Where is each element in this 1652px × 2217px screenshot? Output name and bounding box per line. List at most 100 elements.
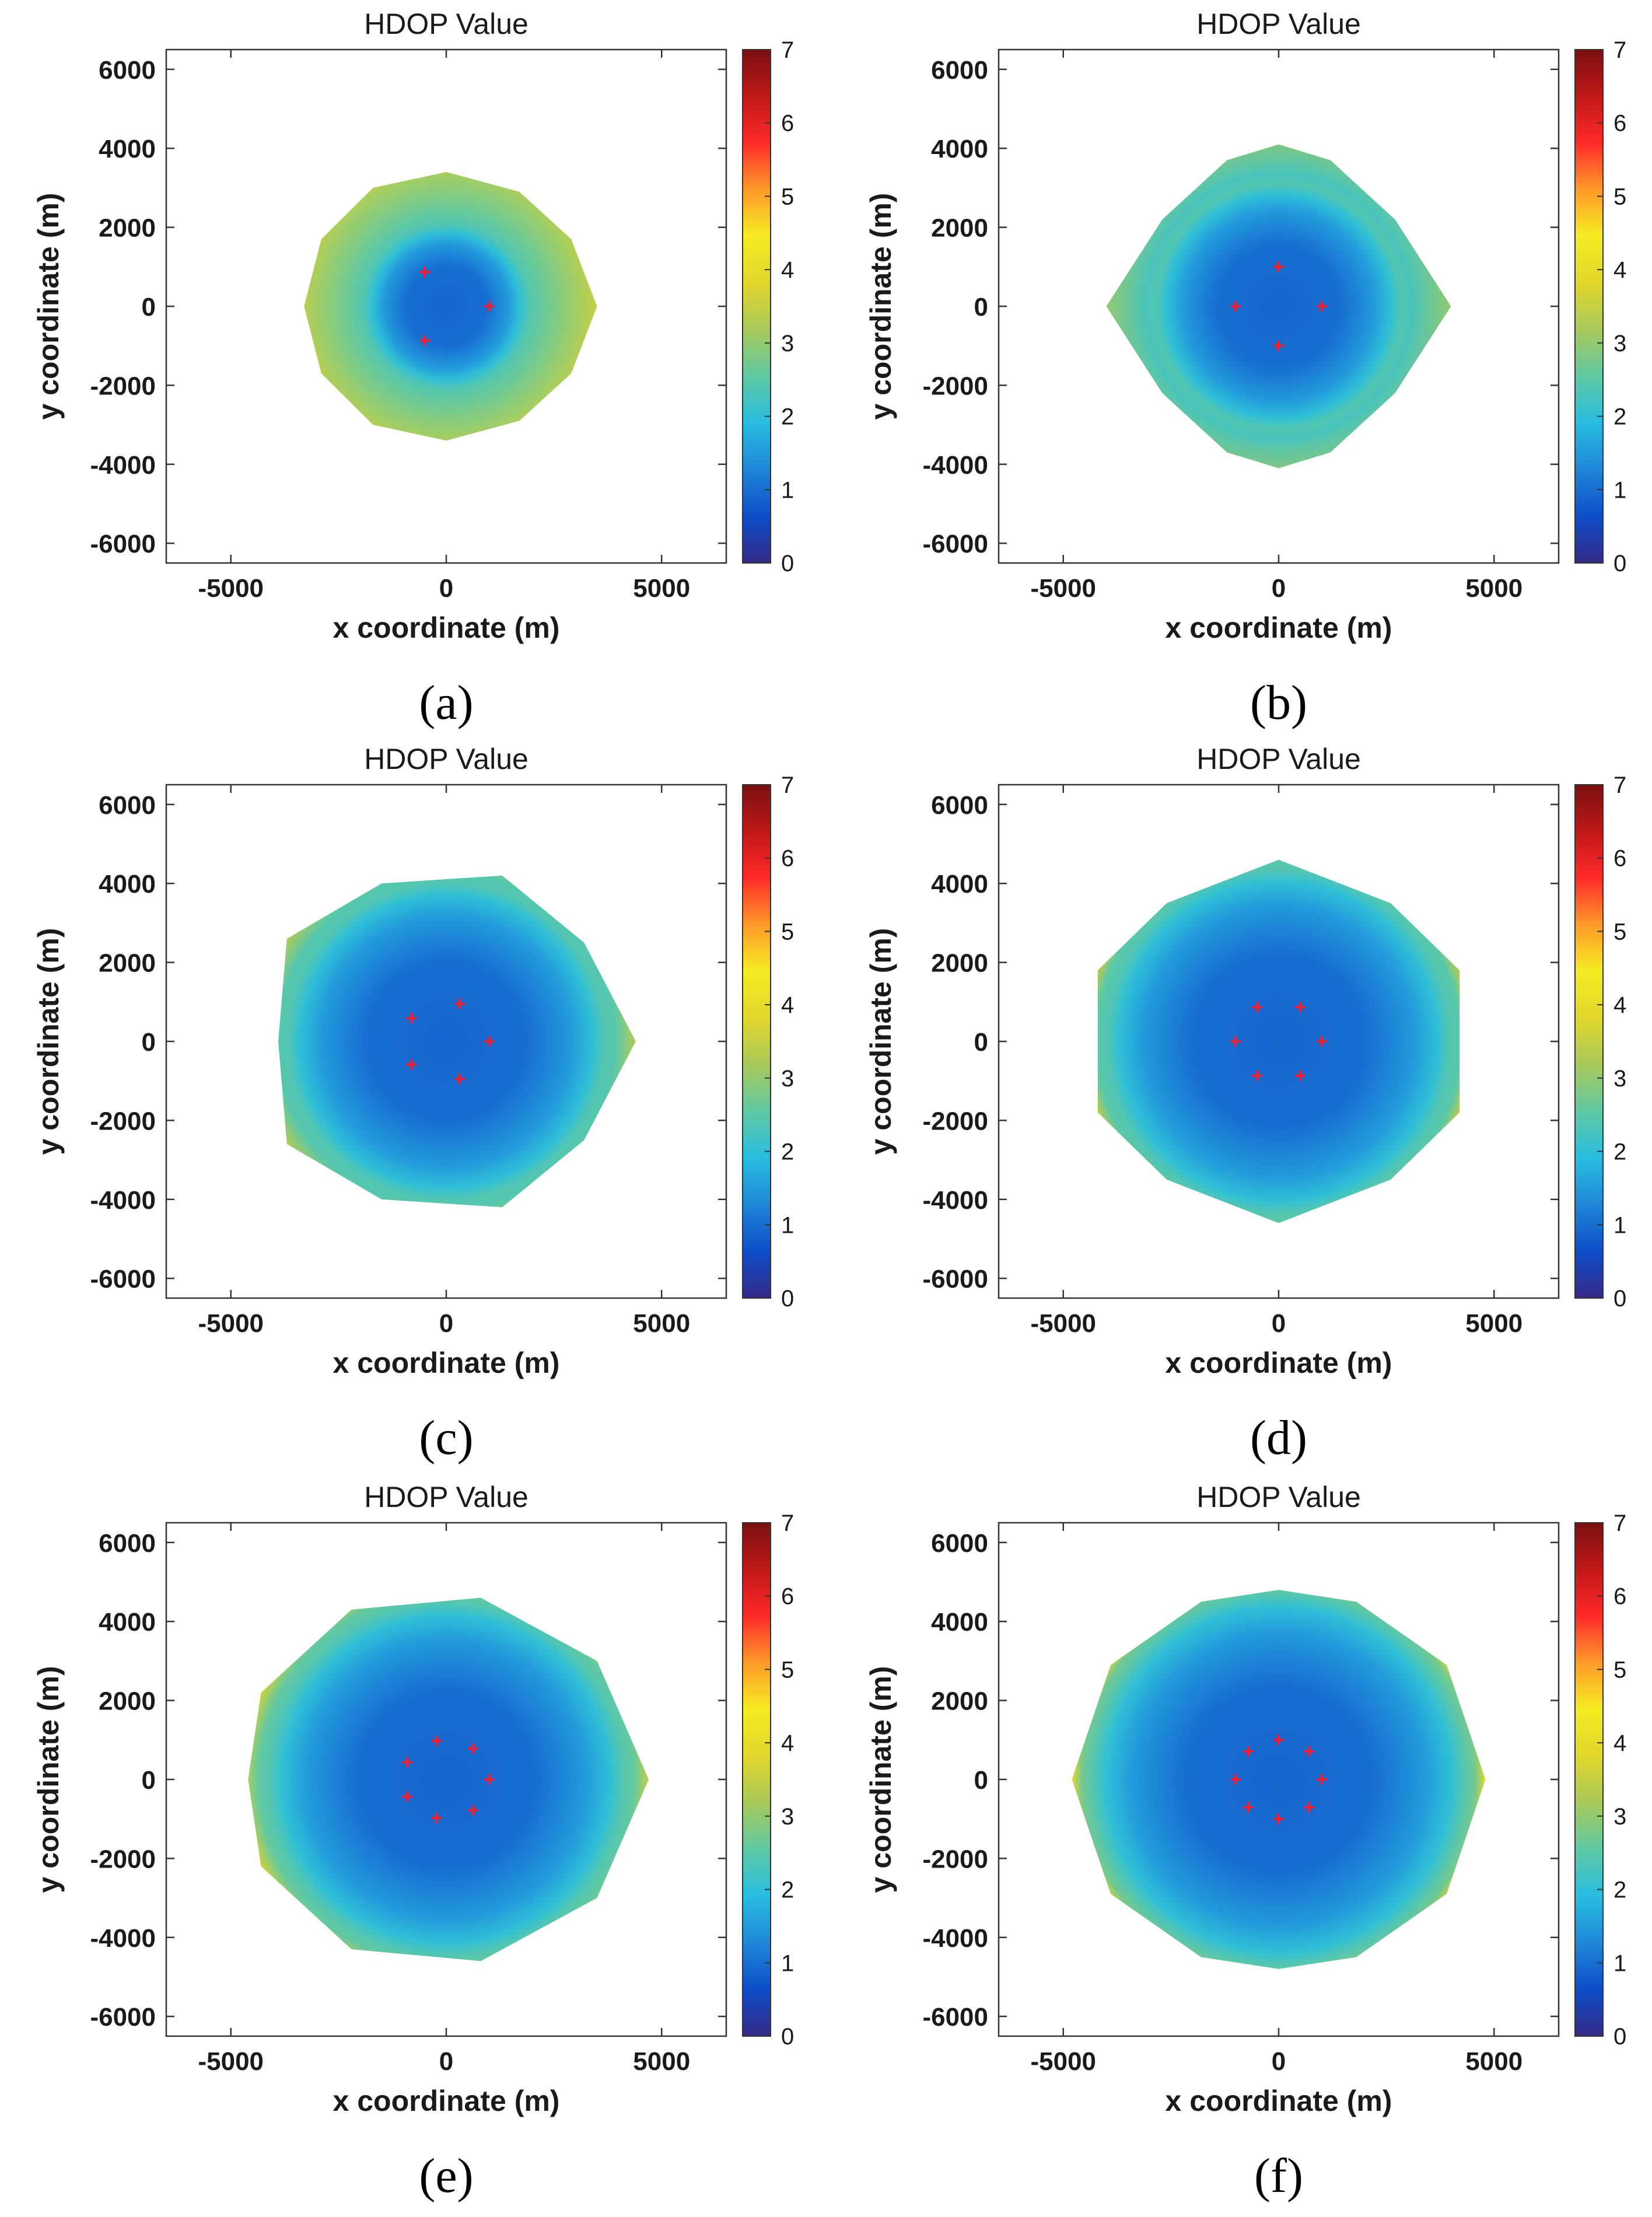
colorbar-tick-label: 2 <box>781 1139 794 1165</box>
anchor-marker <box>468 1805 479 1816</box>
colorbar-tick-label: 2 <box>781 404 794 430</box>
colorbar-tick-label: 1 <box>1614 1950 1626 1976</box>
y-tick-label: -2000 <box>922 1845 988 1873</box>
colorbar-tick-label: 7 <box>781 37 794 63</box>
x-tick-label: 0 <box>1272 574 1286 603</box>
colorbar-tick-label: 2 <box>1614 404 1626 430</box>
y-tick-label: 6000 <box>931 791 988 820</box>
y-tick-label: 0 <box>974 1028 988 1057</box>
colorbar-tick-label: 7 <box>781 1510 794 1536</box>
y-tick-label: 4000 <box>931 1608 988 1636</box>
colorbar-tick-label: 2 <box>781 1877 794 1903</box>
y-tick-label: -6000 <box>90 530 156 558</box>
colorbar-tick-label: 7 <box>781 772 794 798</box>
hdop-panel: HDOP Value -5000 0 5000 -6000 -4000 -2000 0 2000… <box>864 8 1626 730</box>
y-tick-label: -4000 <box>90 451 156 480</box>
y-tick-label: 0 <box>974 1766 988 1795</box>
colorbar-tick-label: 3 <box>781 331 794 356</box>
colorbar-tick-label: 6 <box>1614 111 1626 137</box>
colorbar-tick-label: 7 <box>1614 37 1626 63</box>
colorbar-tick-label: 7 <box>1614 772 1626 798</box>
colorbar-tick-label: 6 <box>1614 846 1626 872</box>
y-tick-label: 4000 <box>99 1608 156 1636</box>
colorbar-tick-label: 5 <box>781 919 794 945</box>
x-tick-label: 5000 <box>1465 574 1522 603</box>
panel-caption: (f) <box>1254 2149 1303 2203</box>
anchor-marker <box>1230 1036 1241 1047</box>
anchor-marker <box>1252 1002 1263 1013</box>
colorbar-tick-label: 2 <box>1614 1139 1626 1165</box>
anchor-marker <box>406 1059 417 1070</box>
y-tick-label: 0 <box>974 293 988 321</box>
panel-caption: (b) <box>1250 676 1307 730</box>
hdop-coverage-region <box>1106 144 1451 468</box>
colorbar <box>742 49 771 564</box>
colorbar-tick-label: 4 <box>1614 257 1626 283</box>
anchor-marker <box>454 1073 465 1085</box>
y-tick-label: 2000 <box>99 1687 156 1716</box>
y-tick-label: 4000 <box>99 135 156 163</box>
y-tick-label: -6000 <box>922 530 988 558</box>
colorbar <box>742 784 771 1299</box>
colorbar <box>1574 49 1604 564</box>
anchor-marker <box>1252 1070 1263 1081</box>
y-tick-label: -4000 <box>90 1924 156 1953</box>
anchor-marker <box>431 1813 442 1823</box>
colorbar-tick-label: 0 <box>781 1286 794 1312</box>
anchor-marker <box>484 1774 495 1785</box>
x-axis-label: x coordinate (m) <box>333 1347 560 1379</box>
y-tick-label: -2000 <box>90 372 156 400</box>
y-tick-label: 6000 <box>99 791 156 820</box>
colorbar-tick-label: 0 <box>781 2024 794 2050</box>
colorbar-tick-label: 0 <box>1614 1286 1626 1312</box>
panel-caption: (a) <box>419 676 473 730</box>
y-tick-label: 4000 <box>931 870 988 898</box>
y-tick-label: -6000 <box>90 1265 156 1293</box>
anchor-marker <box>468 1743 479 1754</box>
colorbar-tick-label: 4 <box>781 992 794 1018</box>
colorbar-tick-label: 5 <box>1614 184 1626 209</box>
x-tick-label: -5000 <box>1030 2047 1096 2076</box>
anchor-marker <box>1304 1746 1315 1757</box>
y-tick-label: 2000 <box>931 949 988 978</box>
y-tick-label: -6000 <box>922 1265 988 1293</box>
y-tick-label: -2000 <box>90 1107 156 1135</box>
colorbar-tick-label: 3 <box>1614 331 1626 356</box>
hdop-coverage-region <box>304 172 597 441</box>
y-tick-label: 0 <box>142 293 156 321</box>
panel-caption: (c) <box>419 1411 473 1465</box>
anchor-marker <box>406 1013 417 1024</box>
colorbar-tick-label: 1 <box>1614 1212 1626 1238</box>
y-axis-label: y coordinate (m) <box>32 193 65 420</box>
colorbar-tick-label: 5 <box>781 184 794 209</box>
anchor-marker <box>419 335 430 346</box>
x-tick-label: 0 <box>1272 1309 1286 1338</box>
anchor-marker <box>1273 261 1284 272</box>
x-tick-label: 5000 <box>1465 1309 1522 1338</box>
colorbar-tick-label: 1 <box>781 477 794 503</box>
y-tick-label: -6000 <box>922 2003 988 2031</box>
y-tick-label: 6000 <box>931 1529 988 1558</box>
hdop-panel: HDOP Value -5000 0 5000 -6000 -4000 -2000 0 2000… <box>32 1481 794 2203</box>
y-tick-label: 2000 <box>931 214 988 243</box>
anchor-marker <box>484 1036 495 1047</box>
anchor-marker <box>484 301 495 312</box>
hdop-panel: HDOP Value -5000 0 5000 -6000 -4000 -2000 0 2000… <box>864 1481 1626 2203</box>
x-tick-label: -5000 <box>1030 574 1096 603</box>
x-tick-label: 0 <box>439 1309 453 1338</box>
anchor-marker <box>402 1757 413 1768</box>
y-tick-label: -2000 <box>922 1107 988 1135</box>
hdop-coverage-region <box>1097 859 1460 1223</box>
panel-title: HDOP Value <box>364 8 528 40</box>
x-tick-label: -5000 <box>198 1309 264 1338</box>
y-axis-label: y coordinate (m) <box>864 193 897 420</box>
x-tick-label: -5000 <box>198 2047 264 2076</box>
colorbar-tick-label: 2 <box>1614 1877 1626 1903</box>
panels-layer: HDOP Value-5000 0 5000-6000-4000-200002000… <box>32 8 1626 2203</box>
anchor-marker <box>1304 1802 1315 1813</box>
y-tick-label: 2000 <box>931 1687 988 1716</box>
colorbar <box>742 1522 771 2037</box>
hdop-panel: HDOP Value -5000 0 5000 -6000 -4000 -2000 0 2000… <box>32 8 794 730</box>
hdop-coverage-region <box>1072 1590 1486 1969</box>
y-tick-label: 2000 <box>99 214 156 243</box>
